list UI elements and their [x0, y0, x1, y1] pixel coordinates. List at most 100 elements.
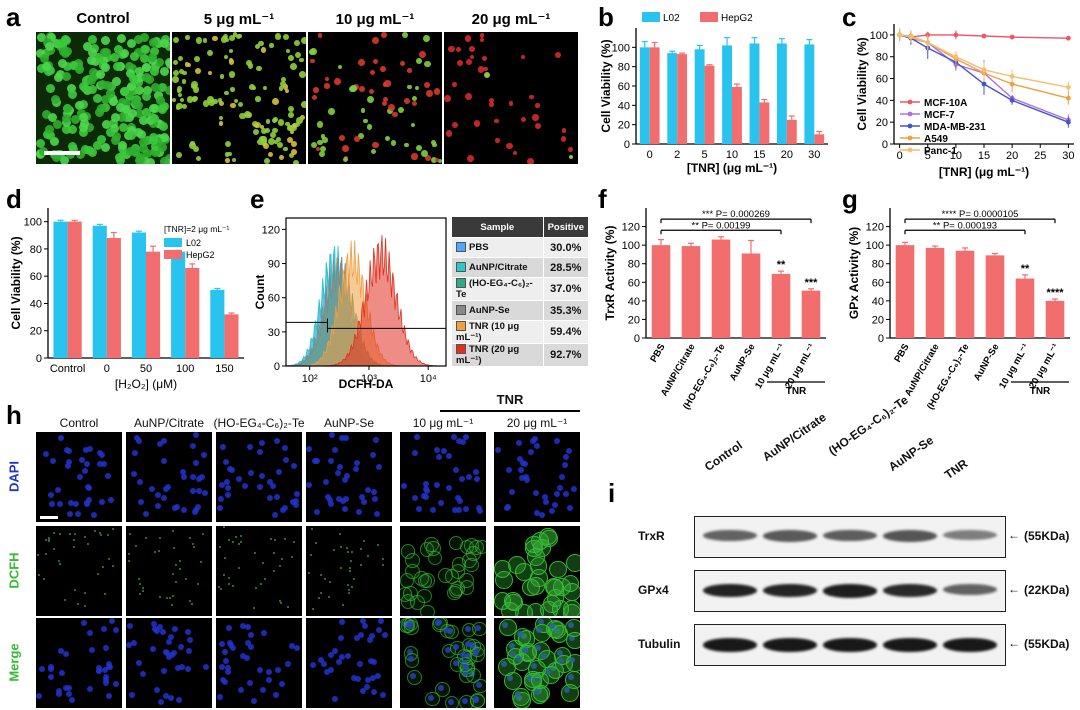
nucleus: [372, 437, 379, 444]
nucleus: [129, 691, 136, 698]
nucleus: [186, 636, 193, 643]
cell-dot: [74, 64, 84, 74]
micro-label-10: 10 μg mL⁻¹: [335, 11, 415, 28]
significance-stars: ****: [1046, 287, 1064, 299]
cell-dot: [479, 37, 485, 43]
nucleus: [75, 510, 82, 517]
nucleus: [260, 629, 267, 636]
cell-dot: [416, 58, 423, 64]
nucleus: [529, 438, 536, 445]
nucleus: [107, 497, 114, 504]
cell-dot: [469, 54, 474, 60]
cell-dot: [47, 33, 57, 43]
x-tick-label: 10: [950, 150, 962, 162]
cell-dot: [391, 140, 397, 146]
data-point: [953, 54, 959, 60]
dcfh-signal: [44, 552, 47, 555]
nucleus: [80, 620, 87, 627]
cell-dot: [149, 104, 159, 114]
cell-dot: [40, 54, 50, 64]
h-group-line: [440, 410, 580, 412]
dcfh-signal: [42, 578, 45, 581]
cell-dot: [182, 104, 188, 110]
nucleus: [266, 479, 273, 486]
nucleus: [338, 634, 345, 641]
cell-dot: [87, 48, 97, 58]
dcfh-signal: [196, 582, 199, 585]
cell-dot: [483, 66, 488, 72]
nucleus: [523, 477, 530, 484]
nucleus: [260, 687, 267, 694]
micro-label-20: 20 μg mL⁻¹: [471, 11, 551, 28]
bar: [106, 238, 121, 358]
nucleus: [105, 693, 112, 700]
bar: [741, 253, 761, 338]
bar: [985, 255, 1005, 338]
dcfh-signal: [342, 604, 345, 607]
nucleus: [185, 629, 192, 636]
nucleus: [55, 486, 62, 493]
cell-dot: [172, 97, 177, 102]
nucleus: [224, 484, 231, 491]
dcfh-signal: [98, 532, 101, 535]
cell-dot: [154, 119, 164, 129]
cell-dot: [333, 77, 341, 85]
cell-dot: [272, 116, 278, 123]
cell-dot: [317, 121, 324, 128]
cell-dot: [116, 112, 126, 122]
confocal-image: [306, 618, 392, 708]
cell-dot: [41, 61, 51, 71]
h-group-label-tnr: TNR: [496, 392, 524, 407]
cell-dot: [155, 96, 165, 106]
cell-dot: [150, 82, 160, 92]
dcfh-signal: [459, 539, 475, 555]
cell-dot: [534, 122, 542, 129]
cell-dot: [134, 67, 144, 77]
significance-stars: ***: [805, 277, 819, 289]
nucleus: [135, 438, 142, 445]
legend-label: HepG2: [186, 250, 215, 260]
nucleus: [281, 505, 288, 512]
dcfh-signal: [174, 563, 177, 566]
cell-dot: [276, 137, 282, 143]
cell-dot: [228, 59, 235, 65]
cell-dot: [288, 55, 294, 62]
nucleus: [148, 485, 155, 492]
molecular-weight-label: (55KDa): [1024, 637, 1070, 651]
cell-dot: [508, 101, 514, 107]
cell-dot: [225, 140, 232, 147]
dcfh-signal: [58, 559, 61, 562]
cell-dot: [369, 70, 375, 76]
blot-strip: [694, 516, 1006, 558]
nucleus: [282, 444, 289, 451]
nucleus: [219, 664, 226, 671]
nucleus: [222, 658, 229, 665]
nucleus: [57, 501, 64, 508]
nucleus: [193, 506, 200, 513]
nucleus: [276, 468, 282, 475]
cell-dot: [281, 77, 287, 83]
legend-label: MCF-10A: [924, 98, 967, 109]
x-tick-label: 30: [1062, 150, 1074, 162]
cell-dot: [282, 84, 289, 90]
confocal-image: [494, 526, 580, 616]
dcfh-signal: [348, 567, 351, 570]
cell-dot: [101, 120, 111, 130]
cell-dot: [68, 60, 78, 70]
nucleus: [58, 435, 65, 442]
y-tick-label: 20: [628, 314, 640, 326]
dcfh-signal: [227, 539, 230, 542]
x-tick-label: 15: [753, 149, 765, 161]
cell-dot: [82, 76, 92, 86]
table-cell-sample: (HO-EG₄-C₆)₂-Te: [451, 277, 544, 301]
cell-dot: [130, 97, 140, 107]
x-tick-label: Control: [50, 363, 85, 375]
nucleus: [150, 621, 157, 628]
chart-b-viability: 0 20 40 60 80 100 0 2 5 10 15 20 30 [TNR] (μg mL⁻¹) Ce…: [599, 12, 828, 175]
legend-label: HepG2: [721, 13, 753, 24]
cell-dot: [207, 50, 214, 57]
data-point: [1009, 73, 1015, 79]
bar: [649, 47, 660, 145]
dcfh-signal: [472, 621, 486, 637]
nucleus: [359, 494, 366, 501]
